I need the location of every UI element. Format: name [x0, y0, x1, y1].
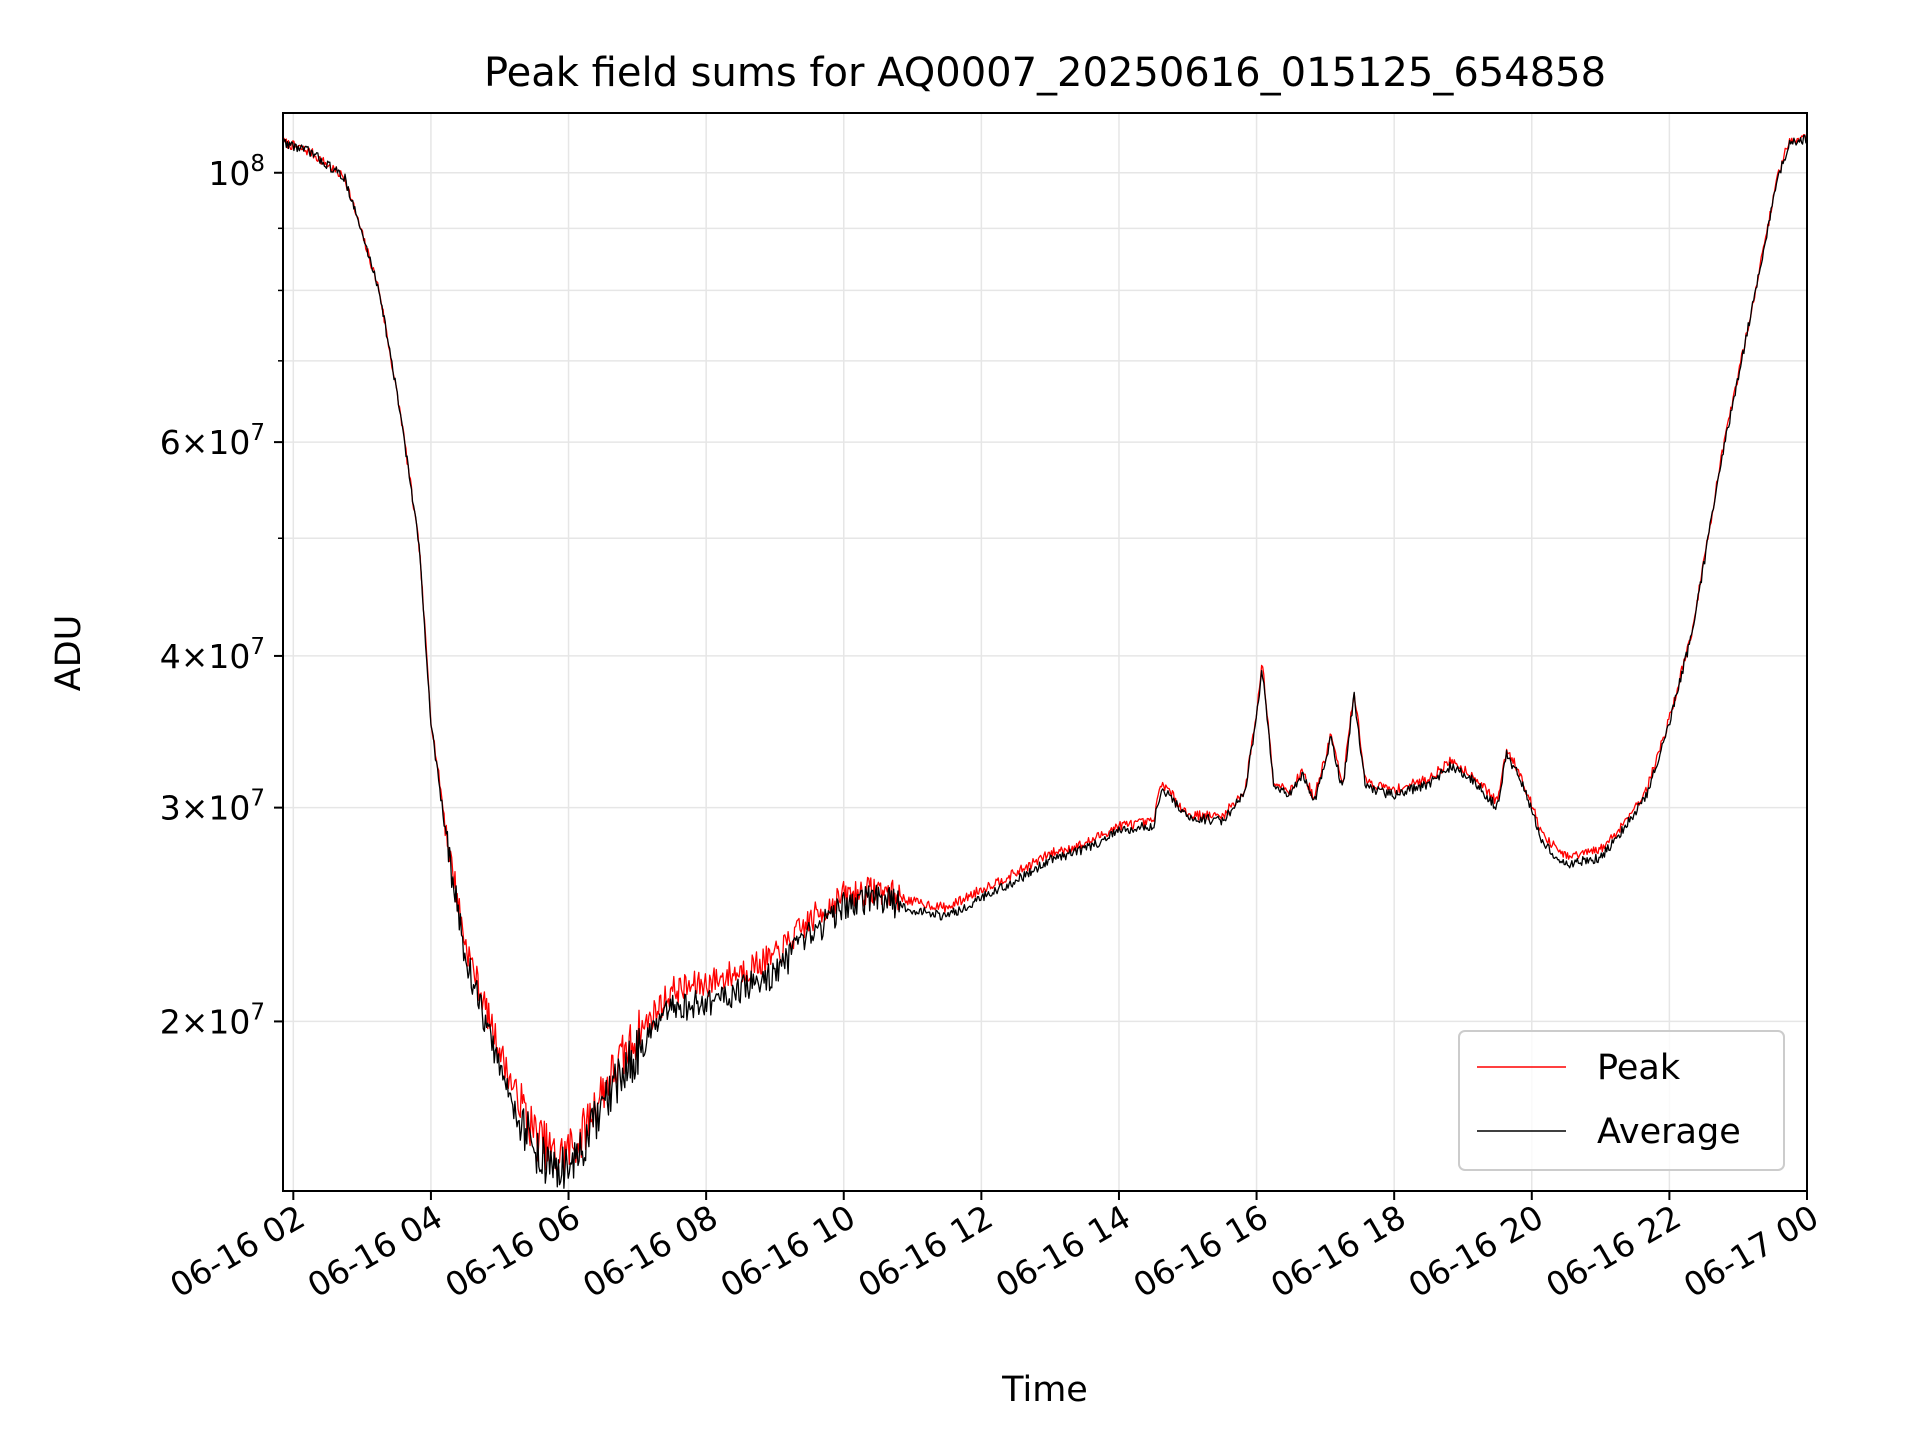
- y-tick-label: 4×107: [160, 634, 265, 676]
- y-tick-label: 6×107: [160, 420, 265, 462]
- legend: Peak Average: [1458, 1030, 1785, 1171]
- legend-label-average: Average: [1597, 1112, 1741, 1152]
- series-layer: [282, 134, 1808, 1189]
- y-tick-label: 2×107: [160, 999, 265, 1041]
- chart-title: Peak field sums for AQ0007_20250616_0151…: [484, 50, 1606, 96]
- y-tick-label: 3×107: [160, 786, 265, 828]
- y-axis-label: ADU: [49, 615, 89, 692]
- legend-box: [1458, 1030, 1785, 1171]
- legend-label-peak: Peak: [1597, 1048, 1681, 1088]
- plot-frame: [282, 112, 1808, 1192]
- grid-layer: [283, 113, 1808, 1191]
- series-line-average: [282, 134, 1808, 1189]
- y-tick-label: 108: [208, 151, 265, 193]
- x-axis-label: Time: [1001, 1370, 1088, 1410]
